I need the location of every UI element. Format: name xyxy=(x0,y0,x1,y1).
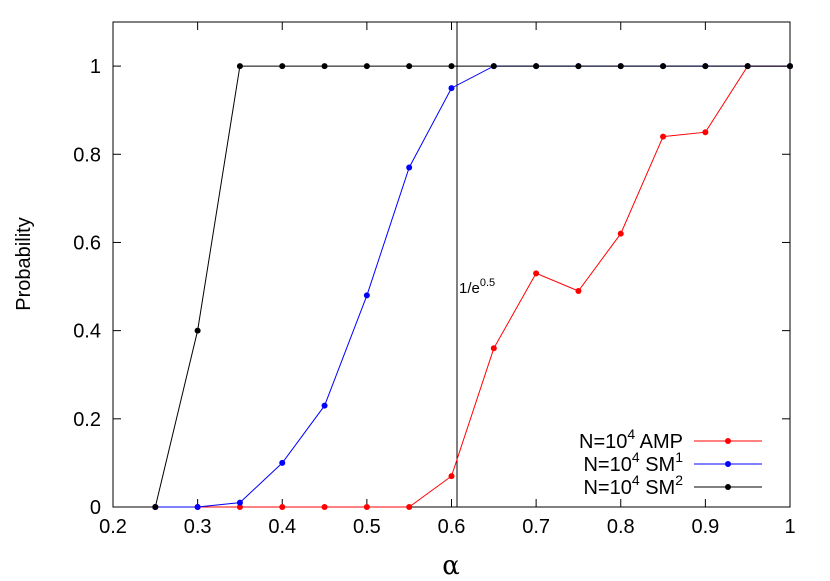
x-tick-label: 0.5 xyxy=(353,516,381,538)
series-0-point xyxy=(660,133,667,140)
series-1-point xyxy=(363,292,370,299)
series-2-point xyxy=(702,63,709,70)
series-1-point xyxy=(406,164,413,171)
axis-ticks: 0.2 0.3 0.4 0.5 0.6 0.7 0.8 0.9 100.20.40.60.81 xyxy=(73,22,796,538)
series-0-point xyxy=(279,504,286,510)
series-0-point xyxy=(363,504,370,510)
series-0-point xyxy=(490,345,497,352)
x-axis-title: α xyxy=(442,551,460,581)
x-tick-label: 0.2 xyxy=(99,516,127,538)
series-0-point xyxy=(575,287,582,294)
y-tick-label: 0 xyxy=(90,497,101,519)
series-2-point xyxy=(744,63,751,70)
series-2-point xyxy=(236,63,243,70)
series-2-point xyxy=(490,63,497,70)
legend-label-2: N=104 SM2 xyxy=(583,472,683,499)
series-layer xyxy=(152,63,793,510)
series-0-point xyxy=(617,230,624,237)
legend-marker-2 xyxy=(725,484,731,490)
series-2-point xyxy=(617,63,624,70)
series-2-point xyxy=(787,63,793,70)
x-tick-label: 1 xyxy=(784,516,795,538)
series-2-point xyxy=(152,504,159,510)
series-0-point xyxy=(406,504,413,510)
legend-label-0: N=104 AMP xyxy=(579,426,683,453)
series-1-point xyxy=(194,504,201,510)
series-0-point xyxy=(236,504,243,510)
series-2-point xyxy=(321,63,328,70)
series-2-point xyxy=(279,63,286,70)
series-2-point xyxy=(533,63,540,70)
series-1-point xyxy=(279,459,286,466)
series-2-point xyxy=(363,63,370,70)
series-line-2 xyxy=(154,65,790,508)
y-tick-label: 0.2 xyxy=(73,409,101,431)
x-tick-label: 0.9 xyxy=(691,516,719,538)
vline-label: 1/e0.5 xyxy=(459,277,495,297)
series-0-point xyxy=(321,504,328,510)
y-tick-label: 0.8 xyxy=(73,144,101,166)
x-tick-label: 0.7 xyxy=(522,516,550,538)
series-line-0 xyxy=(155,65,790,508)
series-1-point xyxy=(448,85,455,92)
series-2-point xyxy=(448,63,455,70)
series-2-point xyxy=(660,63,667,70)
y-tick-label: 0.6 xyxy=(73,232,101,254)
series-1-point xyxy=(321,402,328,409)
x-tick-label: 0.8 xyxy=(607,516,635,538)
x-tick-label: 0.6 xyxy=(438,516,466,538)
x-tick-label: 0.4 xyxy=(268,516,296,538)
series-1-point xyxy=(236,499,243,506)
series-2-point xyxy=(194,327,201,334)
y-axis-title: Probability xyxy=(13,217,35,310)
series-2-point xyxy=(406,63,413,70)
y-tick-label: 0.4 xyxy=(73,321,101,343)
legend-marker-1 xyxy=(725,461,731,467)
series-0-point xyxy=(533,270,540,277)
y-tick-label: 1 xyxy=(90,56,101,78)
legend-marker-0 xyxy=(725,438,731,444)
plot-frame xyxy=(112,21,791,508)
series-2-point xyxy=(575,63,582,70)
legend-label-1: N=104 SM1 xyxy=(583,449,683,476)
series-0-point xyxy=(448,473,455,480)
reference-line: 1/e0.5 xyxy=(456,22,495,507)
series-0-point xyxy=(702,129,709,136)
x-tick-label: 0.3 xyxy=(184,516,212,538)
